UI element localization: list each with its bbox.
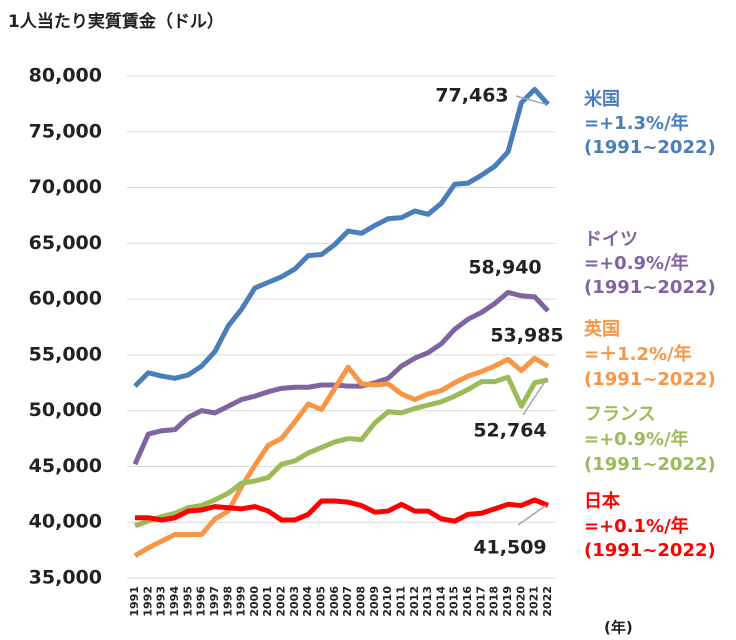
x-tick-label: 2022 xyxy=(541,586,554,617)
y-tick-label: 60,000 xyxy=(29,288,102,310)
x-unit: (年) xyxy=(604,619,633,637)
x-tick-label: 2012 xyxy=(408,586,421,617)
x-tick-label: 2020 xyxy=(514,586,527,617)
x-tick-label: 2008 xyxy=(354,586,367,617)
legend-period: (1991~2022) xyxy=(584,540,716,561)
x-tick-label: 2021 xyxy=(528,586,541,617)
x-tick-label: 1995 xyxy=(181,586,194,617)
legend-rate: =+0.9%/年 xyxy=(584,252,689,274)
x-tick-label: 2006 xyxy=(328,586,341,617)
y-tick-label: 40,000 xyxy=(29,511,102,533)
leader-line xyxy=(515,95,547,106)
x-tick-label: 1992 xyxy=(141,586,154,617)
x-tick-label: 1996 xyxy=(195,586,208,617)
y-tick-label: 55,000 xyxy=(29,343,102,365)
y-tick-label: 45,000 xyxy=(29,455,102,477)
x-tick-label: 2005 xyxy=(315,586,328,617)
value-label: 41,509 xyxy=(473,537,546,559)
x-tick-label: 1998 xyxy=(221,586,234,617)
y-tick-label: 80,000 xyxy=(29,65,102,87)
line-series xyxy=(134,374,549,528)
y-tick-label: 35,000 xyxy=(29,567,102,589)
x-tick-label: 1991 xyxy=(128,586,141,617)
legend-name: 英国 xyxy=(583,318,620,340)
y-tick-label: 70,000 xyxy=(29,176,102,198)
legend-period: (1991~2022) xyxy=(584,369,716,390)
y-tick-label: 65,000 xyxy=(29,232,102,254)
x-tick-label: 2009 xyxy=(368,586,381,617)
value-label: 52,764 xyxy=(473,420,546,442)
legend-rate: =+0.1%/年 xyxy=(584,515,689,537)
x-tick-label: 2016 xyxy=(461,586,474,617)
x-tick-label: 2017 xyxy=(474,586,487,617)
y-tick-label: 75,000 xyxy=(29,120,102,142)
x-tick-label: 2001 xyxy=(261,586,274,617)
legend-rate: =+1.3%/年 xyxy=(584,112,689,134)
legend-rate: =+0.9%/年 xyxy=(584,428,689,450)
x-tick-label: 2002 xyxy=(275,586,288,617)
x-tick-label: 2014 xyxy=(434,586,447,617)
x-tick-label: 2018 xyxy=(488,586,501,617)
x-tick-label: 2003 xyxy=(288,586,301,617)
leader-line xyxy=(517,504,547,526)
x-tick-label: 2011 xyxy=(394,586,407,617)
x-tick-label: 2000 xyxy=(248,586,261,617)
chart-title: 1人当たり実質賃金（ドル） xyxy=(8,11,224,32)
line-series xyxy=(132,289,550,466)
x-tick-label: 1997 xyxy=(208,586,221,617)
legend-name: 日本 xyxy=(584,490,620,512)
x-tick-label: 1993 xyxy=(155,586,168,617)
line-series xyxy=(133,86,550,388)
legend-rate: =＋1.2%/年 xyxy=(584,343,692,365)
x-tick-label: 2013 xyxy=(421,586,434,617)
x-tick-label: 2019 xyxy=(501,586,514,617)
legend-period: (1991~2022) xyxy=(584,277,716,298)
legend-name: ドイツ xyxy=(584,229,638,250)
y-tick-label: 50,000 xyxy=(29,399,102,421)
value-label: 77,463 xyxy=(435,85,508,107)
leader-line xyxy=(522,379,547,416)
x-tick-label: 1999 xyxy=(235,586,248,617)
line-series xyxy=(133,355,550,558)
value-label: 58,940 xyxy=(468,257,541,279)
line-series xyxy=(135,497,549,524)
x-tick-label: 2015 xyxy=(448,586,461,617)
x-tick-label: 2007 xyxy=(341,586,354,617)
legend-period: (1991~2022) xyxy=(584,137,716,158)
x-tick-label: 2010 xyxy=(381,586,394,617)
x-tick-label: 2004 xyxy=(301,586,314,617)
legend-name: フランス xyxy=(584,404,656,425)
x-tick-label: 1994 xyxy=(168,586,181,617)
legend-name: 米国 xyxy=(584,88,620,110)
value-label: 53,985 xyxy=(490,325,563,347)
legend-period: (1991~2022) xyxy=(584,454,716,475)
